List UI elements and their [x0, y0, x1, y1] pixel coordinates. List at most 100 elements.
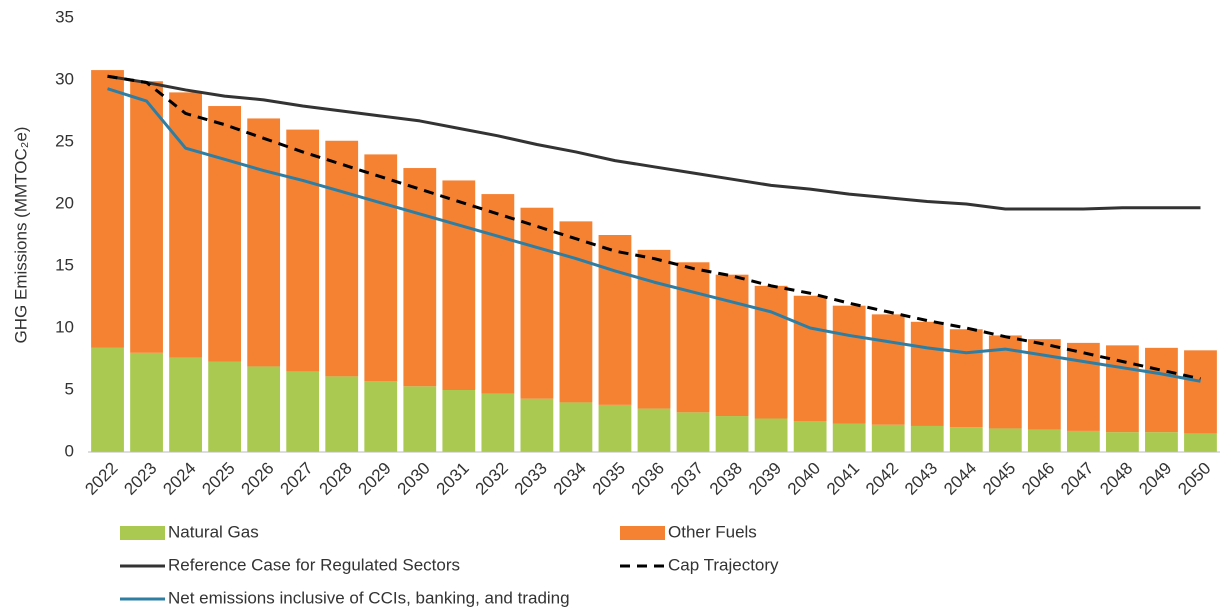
bar: [793, 421, 827, 452]
y-tick-label: 15: [55, 255, 74, 274]
line-series: [107, 74, 1201, 211]
bar: [130, 81, 163, 353]
y-axis-label: GHG Emissions (MMTOC₂e): [11, 127, 30, 344]
x-tick-label: 2032: [472, 459, 512, 499]
bar: [91, 70, 124, 348]
x-tick-label: 2040: [784, 459, 824, 499]
bar: [208, 361, 242, 452]
bar: [1106, 345, 1139, 433]
bar: [559, 221, 593, 403]
x-tick-label: 2027: [277, 459, 317, 499]
bar: [637, 249, 671, 409]
bar: [910, 425, 944, 452]
bar: [1027, 429, 1061, 452]
bar: [1066, 430, 1100, 452]
bar: [130, 352, 163, 452]
y-tick-label: 35: [55, 7, 74, 26]
x-tick-label: 2024: [159, 459, 199, 499]
x-tick-label: 2041: [823, 459, 863, 499]
bar: [442, 180, 476, 390]
x-tick-label: 2030: [394, 459, 434, 499]
bar: [1184, 350, 1217, 434]
bar: [364, 381, 398, 452]
legend-label: Cap Trajectory: [668, 555, 779, 574]
bar: [325, 376, 359, 452]
x-tick-label: 2033: [511, 459, 551, 499]
bar: [1066, 342, 1100, 431]
y-tick-label: 25: [55, 131, 74, 150]
x-tick-label: 2036: [628, 459, 668, 499]
x-tick-label: 2044: [940, 459, 980, 499]
legend-label: Net emissions inclusive of CCIs, banking…: [168, 588, 570, 607]
bar: [715, 416, 749, 452]
legend-swatch: [120, 526, 165, 540]
y-tick-label: 20: [55, 193, 74, 212]
bar: [247, 366, 281, 452]
bar: [637, 408, 671, 452]
bar: [676, 412, 710, 452]
x-tick-label: 2039: [745, 459, 785, 499]
x-tick-label: 2034: [550, 459, 590, 499]
legend-label: Natural Gas: [168, 522, 259, 541]
bar: [871, 424, 905, 452]
x-tick-label: 2046: [1018, 459, 1058, 499]
bar: [442, 390, 476, 452]
bar: [208, 106, 242, 362]
bar: [520, 207, 554, 399]
y-tick-label: 0: [65, 441, 74, 460]
x-tick-label: 2049: [1135, 459, 1175, 499]
bar: [988, 428, 1022, 452]
bar: [169, 357, 202, 452]
bar: [1145, 347, 1178, 433]
x-tick-label: 2026: [237, 459, 277, 499]
bar: [910, 321, 944, 426]
bar: [1106, 432, 1139, 452]
bar: [403, 386, 437, 452]
bar: [520, 398, 554, 452]
x-tick-label: 2050: [1174, 459, 1214, 499]
bar: [715, 274, 749, 417]
bar: [325, 140, 359, 377]
x-tick-label: 2038: [706, 459, 746, 499]
bar: [481, 393, 515, 452]
bar: [676, 262, 710, 413]
bar: [403, 168, 437, 387]
bar: [247, 118, 281, 367]
bar: [949, 329, 983, 428]
x-tick-label: 2025: [198, 459, 238, 499]
x-tick-label: 2042: [862, 459, 902, 499]
legend-label: Other Fuels: [668, 522, 757, 541]
x-tick-label: 2023: [120, 459, 160, 499]
bar: [832, 305, 866, 424]
bar: [754, 418, 788, 452]
x-tick-label: 2029: [355, 459, 395, 499]
y-tick-label: 5: [65, 379, 74, 398]
bar: [793, 295, 827, 421]
bar: [832, 423, 866, 452]
x-tick-label: 2031: [433, 459, 473, 499]
bar: [598, 235, 632, 405]
legend-swatch: [620, 526, 665, 540]
bar: [559, 402, 593, 452]
bar: [754, 285, 788, 419]
x-tick-label: 2035: [589, 459, 629, 499]
bar: [871, 314, 905, 425]
y-tick-label: 10: [55, 317, 74, 336]
line-series: [107, 87, 1201, 383]
bar: [1184, 433, 1217, 452]
legend-label: Reference Case for Regulated Sectors: [168, 555, 460, 574]
x-tick-label: 2045: [979, 459, 1019, 499]
x-tick-label: 2047: [1057, 459, 1097, 499]
y-tick-label: 30: [55, 69, 74, 88]
bar: [286, 371, 320, 452]
bar: [91, 347, 124, 452]
line-series: [107, 74, 1201, 381]
bar: [598, 404, 632, 452]
bar: [286, 129, 320, 372]
x-tick-label: 2022: [81, 459, 121, 499]
bar: [364, 154, 398, 382]
bar: [1145, 432, 1178, 452]
x-tick-label: 2028: [316, 459, 356, 499]
bar: [481, 194, 515, 394]
